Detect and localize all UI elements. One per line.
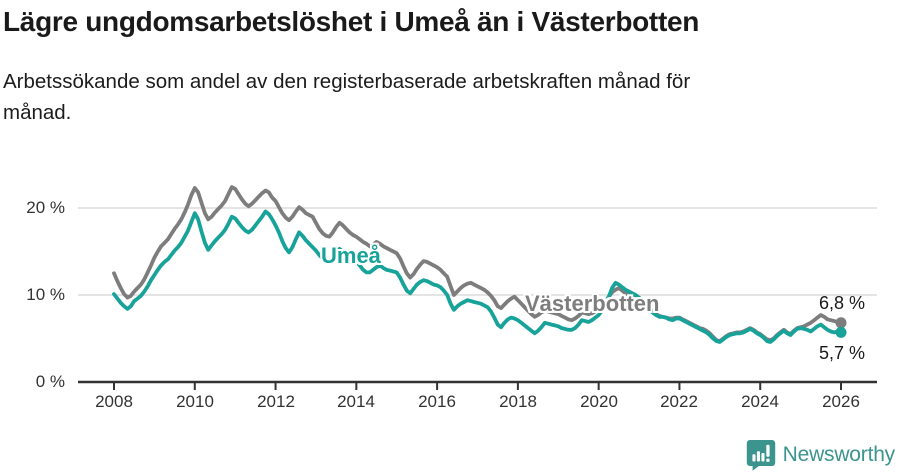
series-line-västerbotten xyxy=(112,185,843,344)
y-axis-label-0: 0 % xyxy=(35,372,65,391)
series-end-dot-västerbotten xyxy=(835,317,847,329)
x-axis-label-2010: 2010 xyxy=(176,392,214,411)
x-axis-label-2012: 2012 xyxy=(257,392,295,411)
x-axis-label-2020: 2020 xyxy=(580,392,618,411)
y-axis-label-10: 10 % xyxy=(26,285,65,304)
series-end-dot-umeå xyxy=(835,326,847,338)
x-axis-label-2024: 2024 xyxy=(741,392,779,411)
y-axis-label-20: 20 % xyxy=(26,198,65,217)
x-axis-label-2018: 2018 xyxy=(499,392,537,411)
series-line-umeå xyxy=(112,209,843,344)
series-label-vasterbotten: Västerbotten xyxy=(525,291,660,316)
chart-title: Lägre ungdomsarbetslöshet i Umeå än i Vä… xyxy=(3,6,700,37)
newsworthy-logo-icon xyxy=(746,440,775,471)
end-value-label-vasterbotten: 6,8 % xyxy=(818,293,865,313)
end-value-label-umea: 5,7 % xyxy=(818,343,865,363)
x-axis-label-2008: 2008 xyxy=(95,392,133,411)
series-label-umea: Umeå xyxy=(321,243,381,268)
newsworthy-brand: Newsworthy xyxy=(746,439,895,471)
x-axis-label-2026: 2026 xyxy=(822,392,860,411)
x-axis-label-2016: 2016 xyxy=(418,392,456,411)
x-axis-label-2014: 2014 xyxy=(337,392,375,411)
x-axis-label-2022: 2022 xyxy=(660,392,698,411)
chart-subtitle: Arbetssökande som andel av den registerb… xyxy=(3,70,691,124)
series-lines xyxy=(112,185,847,344)
x-axis-ticks xyxy=(113,382,842,390)
newsworthy-brand-text: Newsworthy xyxy=(782,443,896,466)
